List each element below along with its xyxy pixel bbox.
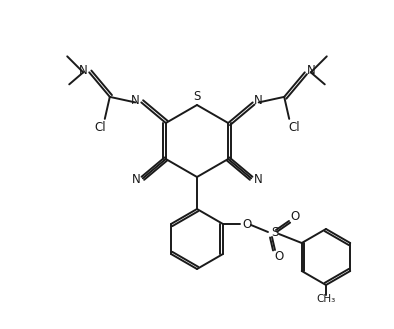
Text: O: O	[242, 217, 252, 231]
Text: O: O	[274, 249, 284, 263]
Text: N: N	[307, 64, 315, 77]
Text: N: N	[254, 94, 263, 107]
Text: Cl: Cl	[288, 121, 300, 134]
Text: S: S	[193, 89, 201, 103]
Text: N: N	[132, 173, 140, 186]
Text: S: S	[271, 225, 279, 239]
Text: O: O	[290, 210, 299, 222]
Text: N: N	[79, 64, 87, 77]
Text: N: N	[254, 173, 262, 186]
Text: CH₃: CH₃	[316, 294, 336, 304]
Text: Cl: Cl	[94, 121, 106, 134]
Text: N: N	[131, 94, 140, 107]
